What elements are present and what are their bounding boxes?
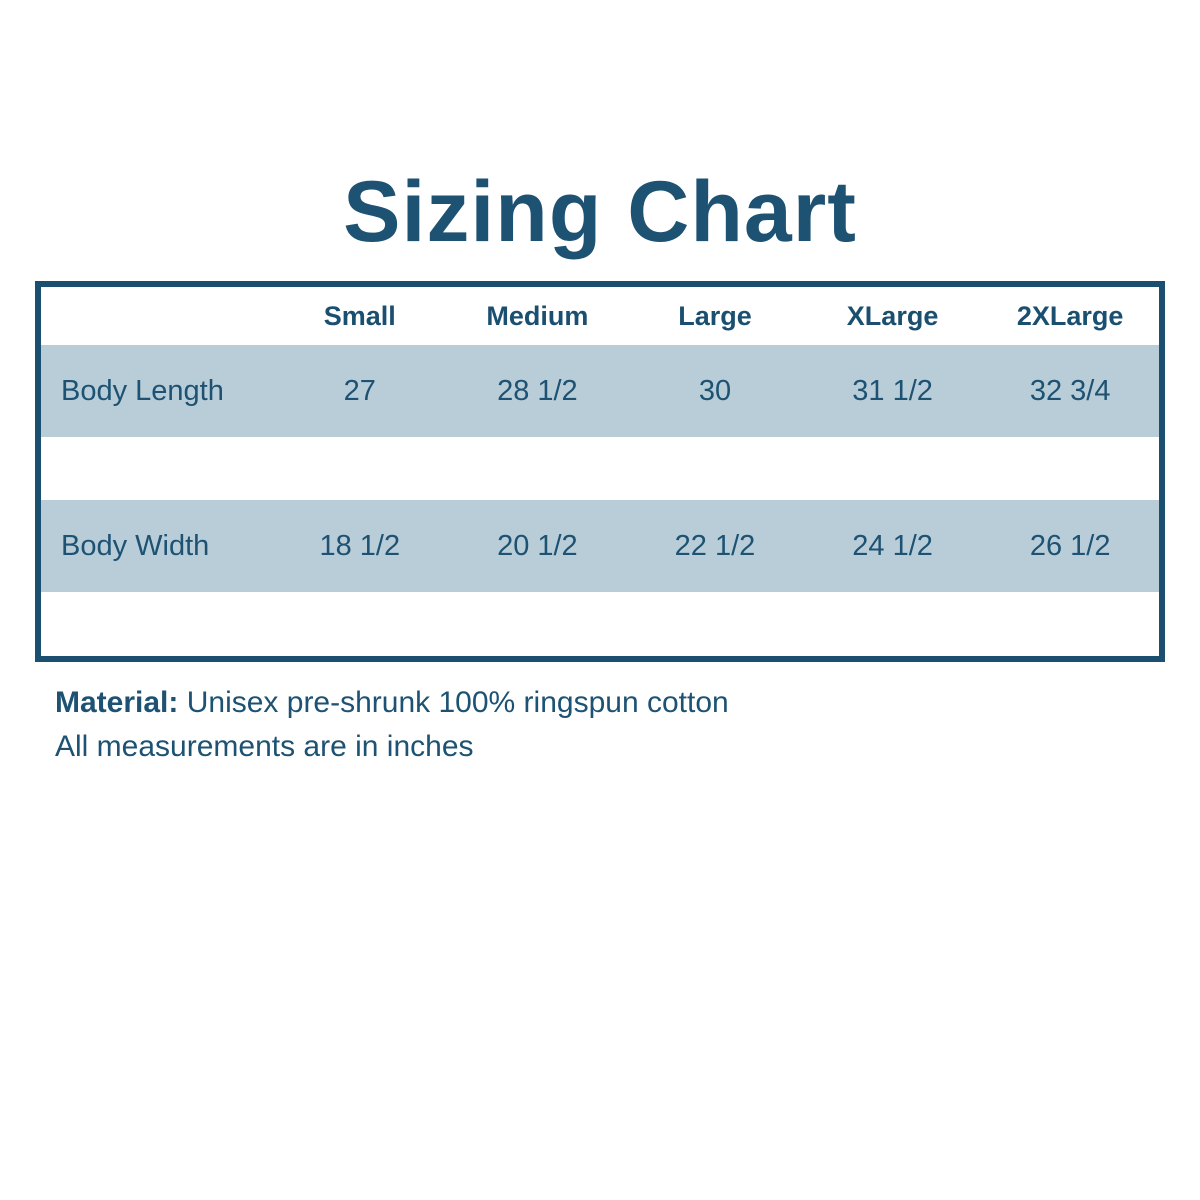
- notes-block: Material: Unisex pre-shrunk 100% ringspu…: [55, 681, 729, 769]
- table-row-body-length: Body Length 27 28 1/2 30 31 1/2 32 3/4: [41, 345, 1159, 437]
- table-spacer-row: [41, 437, 1159, 500]
- body-width-xlarge-value: 24 1/2: [852, 529, 933, 562]
- body-width-small-value: 18 1/2: [319, 529, 401, 562]
- body-width-medium-value: 20 1/2: [497, 529, 578, 562]
- body-length-xlarge-value: 31 1/2: [852, 374, 933, 407]
- body-length-large-value: 30: [698, 374, 732, 407]
- column-header-xlarge: XLarge: [846, 300, 939, 331]
- body-width-large-value: 22 1/2: [674, 529, 756, 562]
- row-label-body-length: Body Length: [61, 374, 224, 407]
- material-label: Material:: [55, 686, 179, 719]
- measurements-note: All measurements are in inches: [55, 730, 474, 763]
- row-label-body-width: Body Width: [61, 529, 210, 562]
- material-note: Material: Unisex pre-shrunk 100% ringspu…: [55, 681, 729, 725]
- column-header-medium: Medium: [486, 300, 589, 331]
- table-header-row: Small Medium Large XLarge 2XLarge: [41, 287, 1159, 345]
- table-row-body-width: Body Width 18 1/2 20 1/2 22 1/2 24 1/2 2…: [41, 500, 1159, 592]
- material-value: Unisex pre-shrunk 100% ringspun cotton: [186, 686, 729, 719]
- sizing-table: Small Medium Large XLarge 2XLarge Body L…: [35, 281, 1165, 662]
- column-header-small: Small: [323, 300, 396, 331]
- body-width-2xlarge-value: 26 1/2: [1029, 529, 1111, 562]
- body-length-medium-value: 28 1/2: [497, 374, 578, 407]
- table-spacer-row: [41, 592, 1159, 656]
- body-length-small-value: 27: [343, 374, 376, 407]
- column-header-2xlarge: 2XLarge: [1016, 300, 1124, 331]
- column-header-large: Large: [678, 300, 752, 331]
- page-title: Sizing Chart: [343, 164, 857, 260]
- body-length-2xlarge-value: 32 3/4: [1029, 374, 1111, 407]
